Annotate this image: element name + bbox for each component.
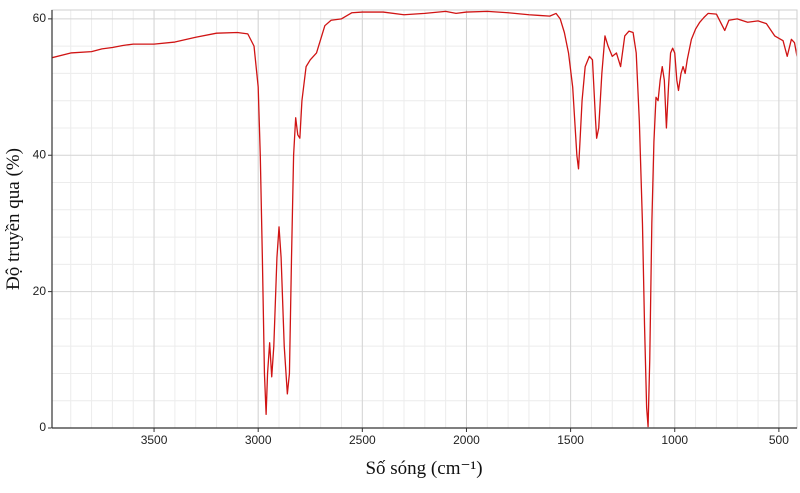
y-tick-label: 60 xyxy=(33,11,47,25)
y-tick-label: 0 xyxy=(39,420,46,434)
x-tick-label: 1500 xyxy=(557,433,584,447)
y-tick-label: 40 xyxy=(33,147,47,161)
x-tick-label: 2000 xyxy=(453,433,480,447)
x-tick-label: 2500 xyxy=(349,433,376,447)
x-axis-title: Số sóng (cm⁻¹) xyxy=(365,458,482,479)
grid xyxy=(52,10,797,429)
spectrum-line xyxy=(52,10,797,428)
y-axis-title: Độ truyền qua (%) xyxy=(3,148,24,290)
x-tick-label: 1000 xyxy=(661,433,688,447)
x-tick-label: 500 xyxy=(769,433,789,447)
x-tick-label: 3500 xyxy=(141,433,168,447)
axes: 3500 3000 2500 2000 1500 1000 500 0 20 40 60 xyxy=(33,9,798,447)
plot-area xyxy=(52,10,797,428)
x-tick-label: 3000 xyxy=(245,433,272,447)
y-tick-label: 20 xyxy=(33,284,47,298)
